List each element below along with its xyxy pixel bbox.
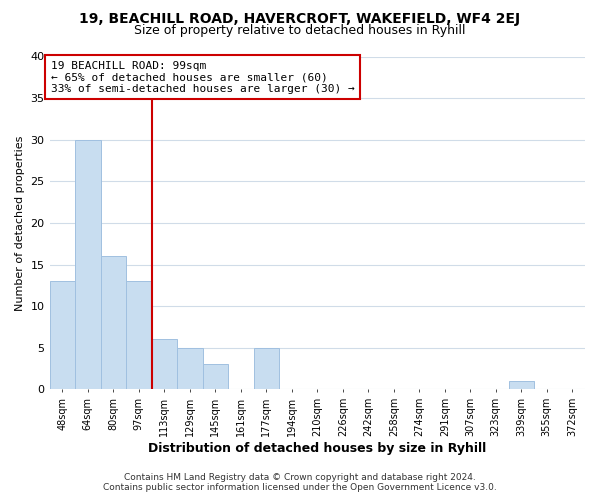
Text: Size of property relative to detached houses in Ryhill: Size of property relative to detached ho… [134,24,466,37]
Text: 19 BEACHILL ROAD: 99sqm
← 65% of detached houses are smaller (60)
33% of semi-de: 19 BEACHILL ROAD: 99sqm ← 65% of detache… [51,60,355,94]
Bar [50,281,75,390]
Bar [177,348,203,390]
Bar [509,381,534,390]
Bar [254,348,279,390]
Bar [101,256,126,390]
Bar [75,140,101,390]
Text: Contains HM Land Registry data © Crown copyright and database right 2024.
Contai: Contains HM Land Registry data © Crown c… [103,473,497,492]
X-axis label: Distribution of detached houses by size in Ryhill: Distribution of detached houses by size … [148,442,487,455]
Bar [203,364,228,390]
Text: 19, BEACHILL ROAD, HAVERCROFT, WAKEFIELD, WF4 2EJ: 19, BEACHILL ROAD, HAVERCROFT, WAKEFIELD… [79,12,521,26]
Bar [152,340,177,390]
Bar [126,281,152,390]
Y-axis label: Number of detached properties: Number of detached properties [15,136,25,310]
